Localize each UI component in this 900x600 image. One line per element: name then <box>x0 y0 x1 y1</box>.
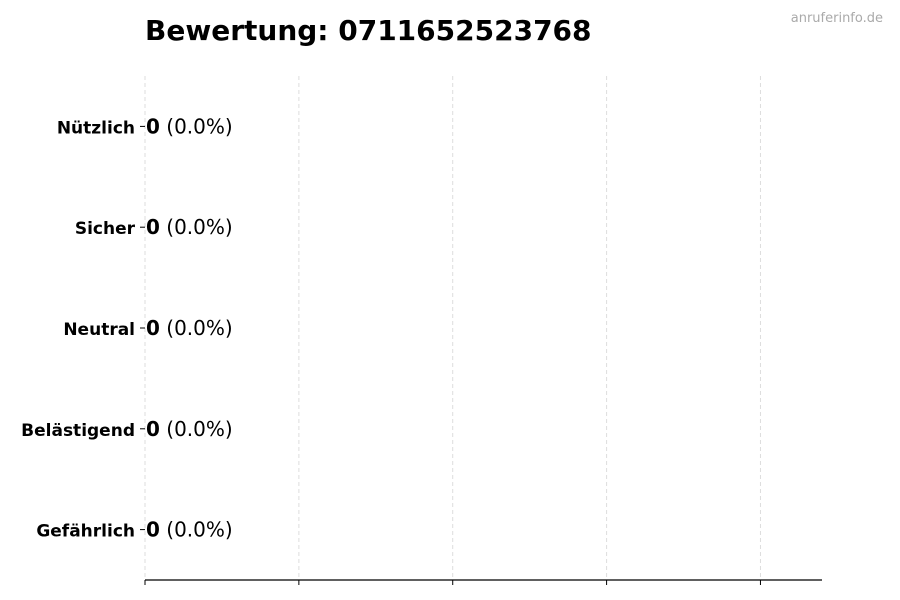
data-label-percent: (0.0%) <box>160 316 233 340</box>
watermark: anruferinfo.de <box>791 11 883 26</box>
data-label-value: 0 <box>146 114 160 138</box>
category-label: Sicher <box>75 219 136 239</box>
category-label: Nützlich <box>57 118 135 138</box>
data-label-value: 0 <box>146 417 160 441</box>
data-label: 0 (0.0%) <box>146 316 233 340</box>
category-label: Belästigend <box>21 421 135 441</box>
axes: Nützlich Sicher Neutral Belästigend Gefährli… <box>21 118 822 585</box>
grid-lines <box>144 76 761 580</box>
category-label: Neutral <box>63 320 135 340</box>
data-label: 0 (0.0%) <box>146 114 233 138</box>
data-label: 0 (0.0%) <box>146 417 233 441</box>
data-label-percent: (0.0%) <box>160 114 233 138</box>
data-label-percent: (0.0%) <box>160 417 233 441</box>
chart-title: Bewertung: 0711652523768 <box>145 14 592 47</box>
data-label-value: 0 <box>146 316 160 340</box>
data-label-value: 0 <box>146 518 160 542</box>
category-label: Gefährlich <box>36 522 135 542</box>
data-label-percent: (0.0%) <box>160 518 233 542</box>
data-label: 0 (0.0%) <box>146 215 233 239</box>
data-label-percent: (0.0%) <box>160 215 233 239</box>
data-label-value: 0 <box>146 215 160 239</box>
bars: 0 (0.0%)0 (0.0%)0 (0.0%)0 (0.0%)0 (0.0%) <box>146 114 233 541</box>
data-label: 0 (0.0%) <box>146 518 233 542</box>
